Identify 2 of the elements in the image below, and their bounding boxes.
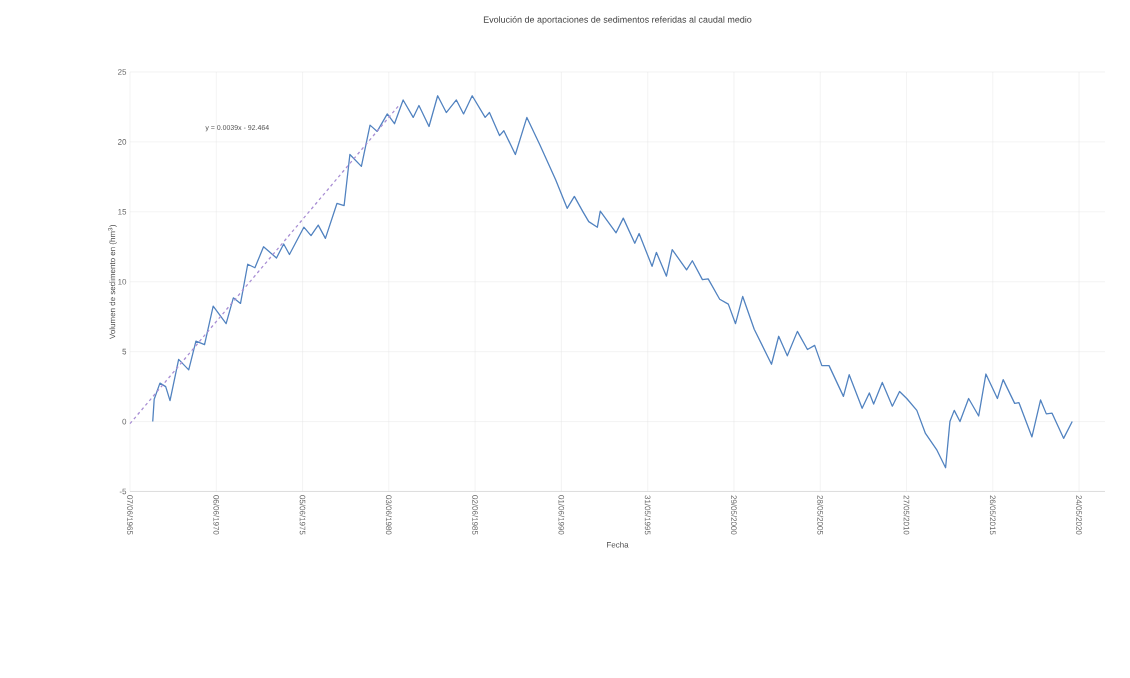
line-series: [152, 95, 1073, 469]
chart-title: Evolución de aportaciones de sedimentos referidas al caudal medio: [483, 16, 752, 25]
